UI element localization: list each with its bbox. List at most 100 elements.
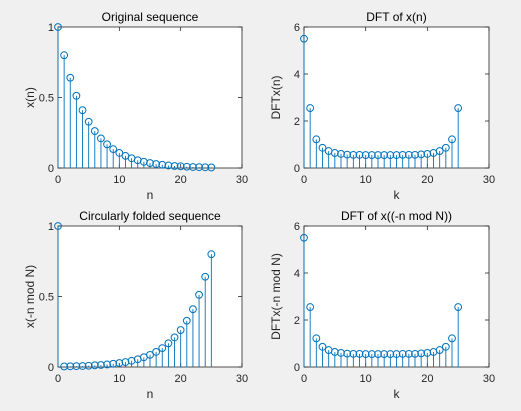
stem-marker [152, 348, 161, 356]
stem-marker [398, 150, 407, 159]
chart-title: Circularly folded sequence [79, 209, 221, 223]
stem-marker [318, 143, 327, 152]
stem-marker [337, 349, 345, 357]
stem-marker [60, 51, 69, 60]
subplot-3: 0 10 20 30 0 0.5 1 Circularly folded sequence n x… [23, 209, 248, 401]
stem-marker [176, 326, 185, 334]
stem-marker [417, 150, 426, 159]
stem-marker [417, 349, 426, 358]
stem-marker [330, 348, 339, 356]
y-tick-label: 0 [294, 163, 300, 175]
stem-marker [54, 23, 62, 31]
x-tick-label: 0 [55, 373, 61, 385]
y-tick-label: 0.5 [39, 93, 54, 105]
y-tick-label: 6 [294, 22, 300, 34]
stem-marker [109, 145, 118, 154]
x-tick-label: 0 [301, 174, 307, 186]
x-tick-label: 0 [55, 174, 61, 186]
y-axis-label: x(-n mod N) [23, 265, 37, 328]
stem-marker [152, 160, 161, 168]
stem-marker [201, 272, 210, 281]
stem-marker [312, 135, 321, 144]
stem-marker [97, 361, 105, 369]
stem-marker [201, 163, 210, 172]
x-tick-label: 10 [360, 373, 372, 385]
stem-marker [355, 150, 364, 159]
stem-marker [72, 91, 81, 100]
stem-marker [404, 150, 413, 159]
y-tick-label: 1 [48, 22, 54, 34]
stem-marker [306, 104, 315, 112]
stem-marker [367, 151, 376, 159]
x-tick-label: 20 [421, 174, 433, 186]
y-axis-label: DFTx(-n mod N) [269, 253, 283, 340]
y-tick-label: 6 [294, 221, 300, 233]
stem-marker [343, 349, 352, 358]
stem-marker [170, 333, 179, 342]
stem-marker [392, 151, 401, 159]
stem-marker [367, 350, 376, 358]
stem-marker [115, 359, 124, 367]
stem-marker [337, 150, 345, 158]
stem-marker [380, 350, 389, 358]
stem-marker [176, 162, 185, 171]
y-tick-label: 2 [294, 116, 300, 128]
x-tick-label: 20 [421, 373, 433, 385]
stem-marker [189, 163, 197, 171]
stem-marker [374, 350, 382, 358]
stem-marker [84, 361, 93, 370]
stem-marker [78, 362, 87, 370]
stem-marker [60, 362, 69, 371]
y-tick-label: 0.5 [39, 292, 54, 304]
chart-title: DFT of x(n) [366, 10, 426, 24]
stem-marker [330, 149, 339, 157]
stem-marker [411, 150, 419, 159]
stem-marker [164, 339, 173, 348]
chart-title: DFT of x((-n mod N)) [341, 209, 452, 223]
stem-marker [361, 350, 370, 358]
stem-marker [146, 159, 154, 167]
stem-marker [441, 342, 450, 351]
x-tick-label: 30 [483, 174, 495, 186]
stem-marker [386, 151, 395, 159]
x-tick-label: 10 [113, 174, 125, 186]
x-tick-label: 30 [236, 373, 248, 385]
stem-marker [207, 163, 216, 172]
stem-marker [349, 349, 358, 358]
x-tick-label: 30 [236, 174, 248, 186]
stem-marker [182, 162, 191, 171]
stem-marker [182, 316, 191, 325]
y-tick-label: 4 [294, 268, 300, 280]
stem-marker [454, 303, 463, 311]
y-tick-label: 2 [294, 315, 300, 327]
stem-marker [195, 163, 203, 172]
stem-marker [355, 349, 364, 358]
stem-marker [189, 305, 197, 314]
stem-marker [318, 342, 327, 351]
y-axis-label: DFTx(n) [269, 76, 283, 120]
plot-area [303, 26, 490, 169]
stem-marker [435, 346, 444, 354]
stem-marker [54, 222, 62, 230]
stem-marker [404, 349, 413, 358]
stem-marker [392, 350, 401, 358]
stem-marker [448, 135, 456, 144]
stem-marker [103, 140, 111, 149]
subplot-4: 0 10 20 30 0 2 4 6 DFT of x((-n mod N)) k DFTx(-n … [269, 209, 495, 401]
stem-marker [300, 233, 308, 242]
stem-marker [435, 147, 444, 155]
stem-marker [158, 160, 167, 169]
stem-marker [170, 162, 179, 170]
x-axis-label: n [147, 387, 154, 401]
stem-marker [207, 250, 216, 259]
stem-marker [146, 350, 154, 359]
stem-marker [300, 34, 308, 43]
stem-marker [84, 117, 93, 126]
x-tick-label: 30 [483, 373, 495, 385]
stem-marker [90, 361, 99, 370]
stem-marker [164, 161, 173, 170]
x-axis-label: k [394, 387, 401, 401]
plot-area [303, 225, 490, 368]
stem-marker [423, 150, 432, 158]
stem-marker [72, 362, 81, 371]
